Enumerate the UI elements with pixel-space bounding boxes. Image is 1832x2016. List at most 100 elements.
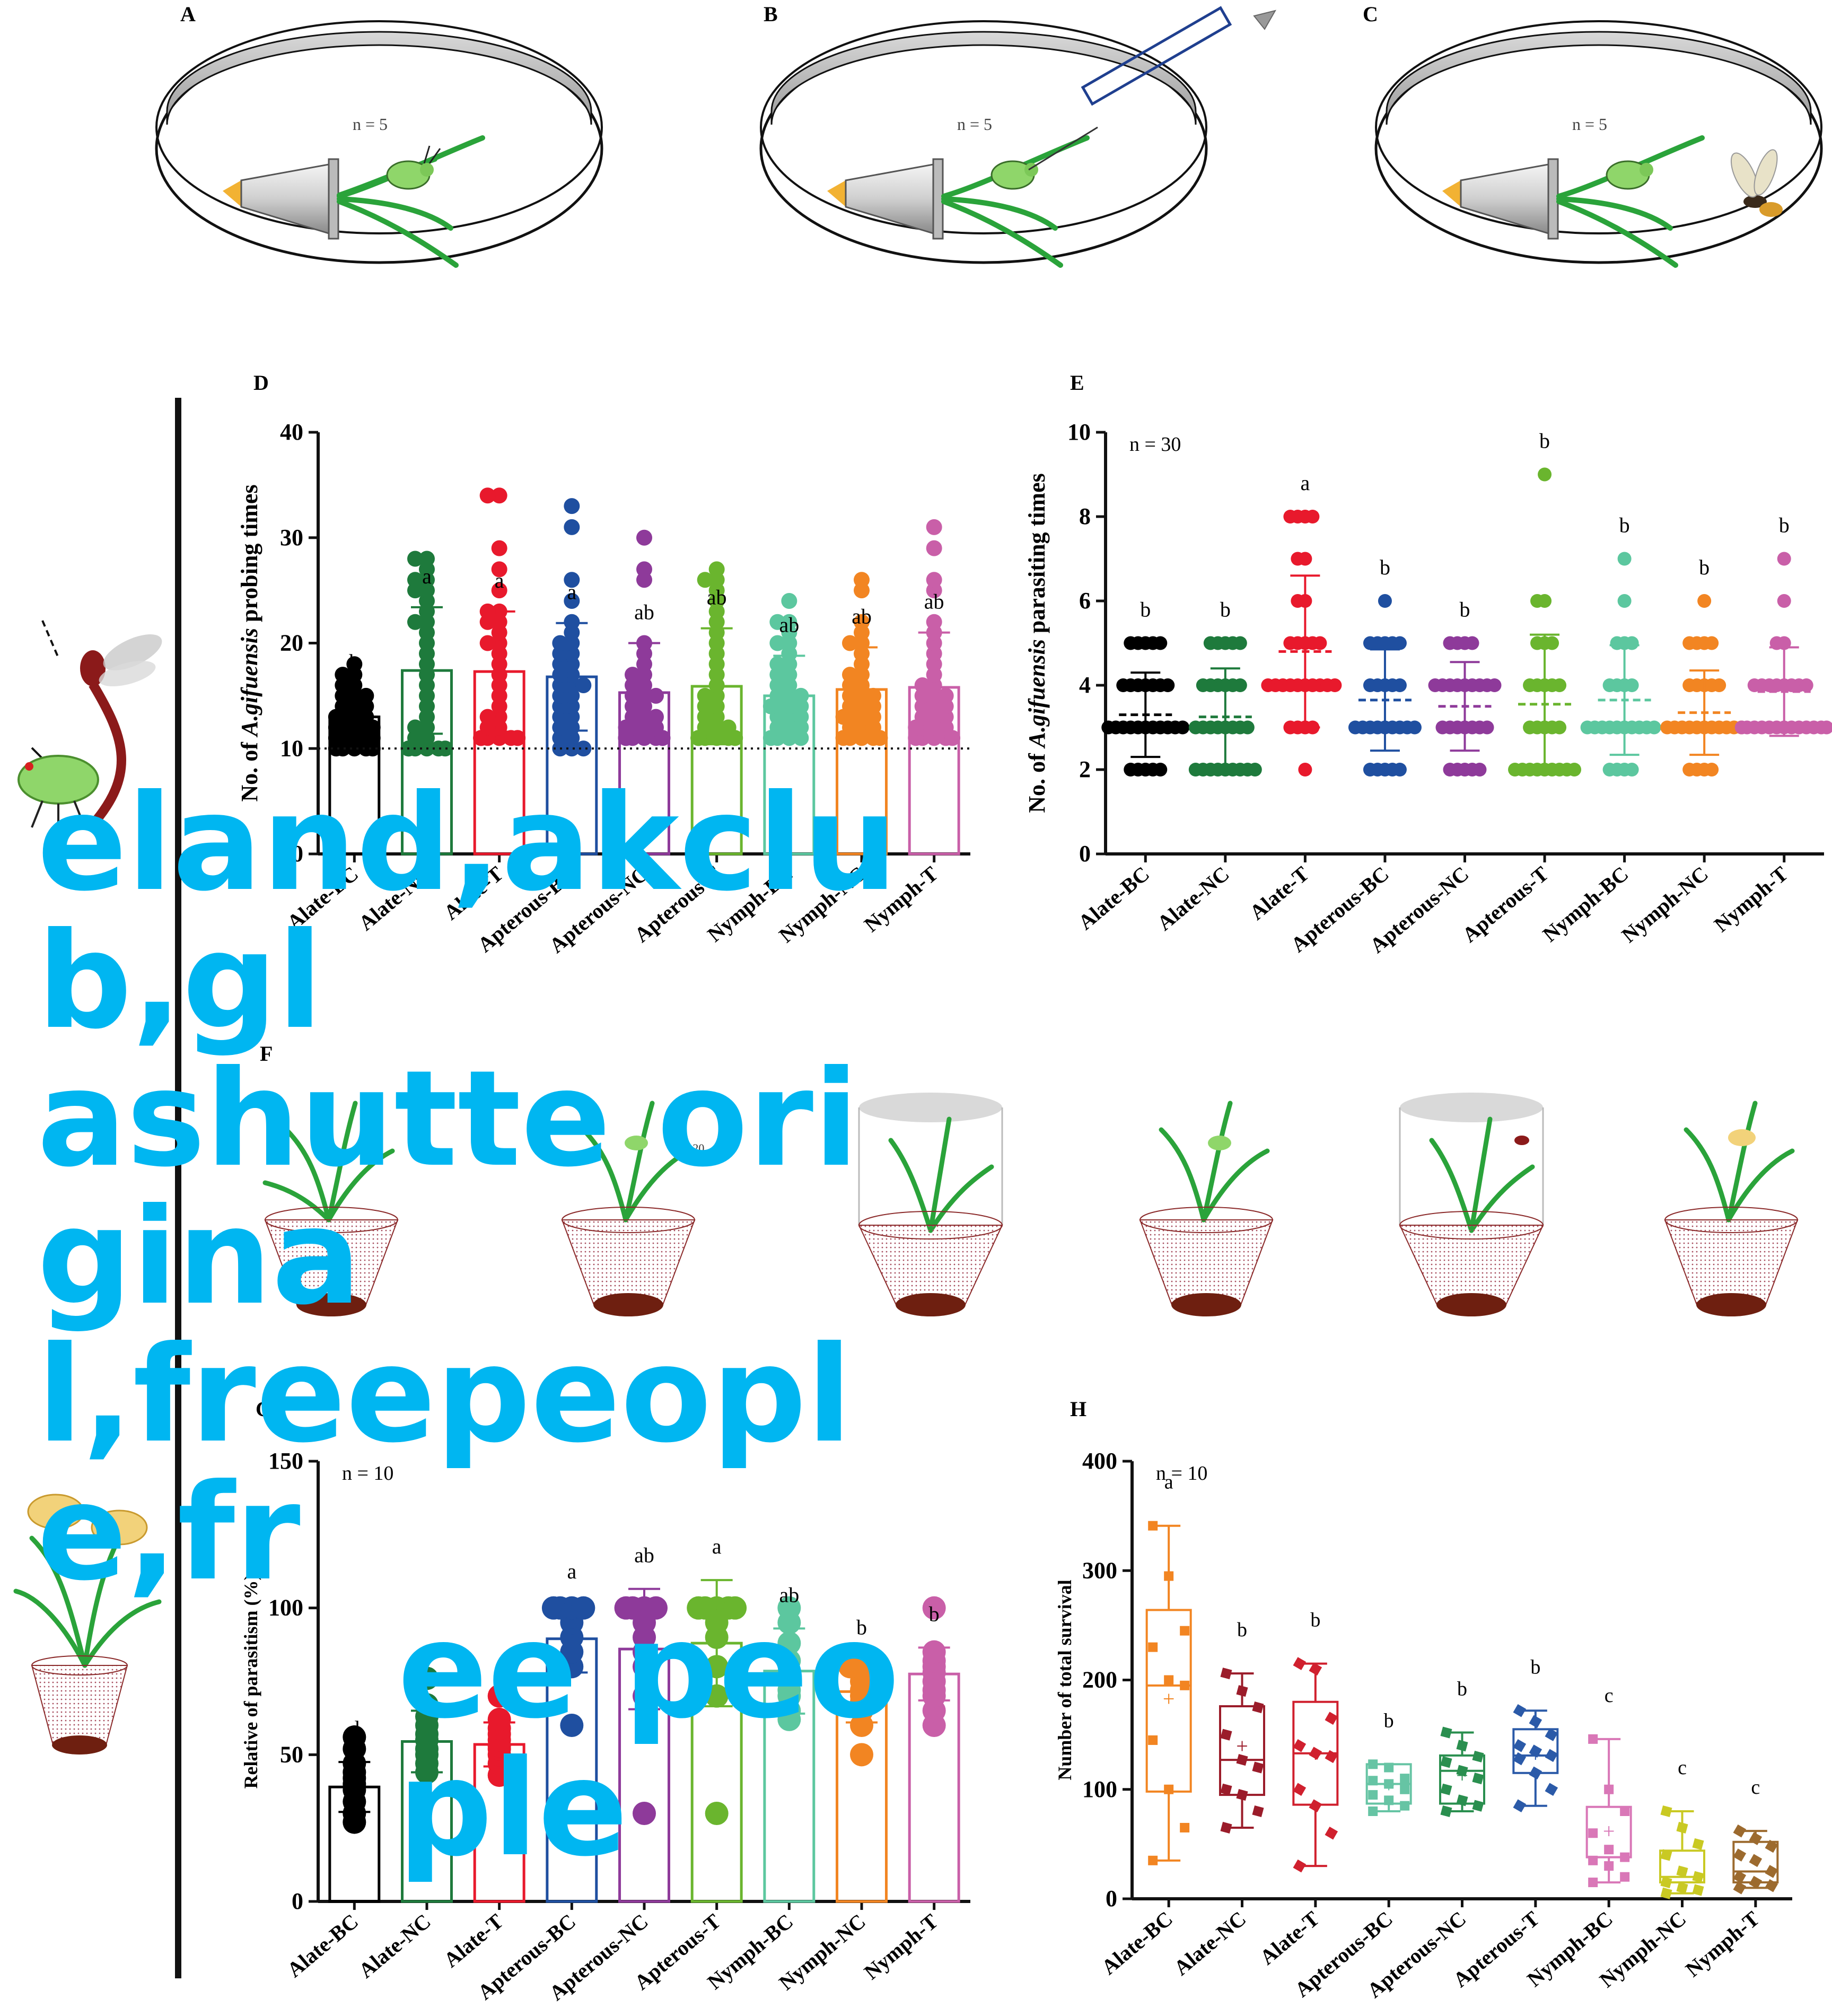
data-point <box>636 529 652 546</box>
data-point <box>1777 552 1791 566</box>
y-tick-label: 50 <box>280 1741 303 1767</box>
pot-3-caged <box>858 1093 1003 1316</box>
sample-size-note: n = 10 <box>342 1462 393 1485</box>
data-point <box>922 1640 946 1664</box>
data-point <box>1588 1734 1598 1744</box>
data-point <box>1440 1726 1452 1739</box>
dish-c-n-label: n = 5 <box>1572 115 1607 134</box>
data-point <box>926 614 942 630</box>
data-point <box>781 593 797 609</box>
y-axis-label-part: A.gifuensis <box>236 628 262 738</box>
petri-dish-a: n = 5 <box>155 20 603 268</box>
data-point <box>1529 1715 1542 1729</box>
data-point <box>1508 763 1522 776</box>
significance-letter: b <box>349 650 360 674</box>
significance-letter: a <box>1164 1471 1173 1494</box>
data-point <box>697 572 713 588</box>
data-point <box>769 635 786 651</box>
data-point <box>1261 678 1275 692</box>
data-point <box>415 1693 439 1717</box>
data-point <box>1660 1805 1672 1818</box>
data-point <box>1392 636 1407 650</box>
data-point <box>1660 1849 1672 1861</box>
significance-letter: ab <box>634 600 654 624</box>
data-point <box>633 1802 656 1825</box>
significance-letter: a <box>567 580 576 604</box>
x-tick-label: Alate-BC <box>1097 1906 1177 1979</box>
data-point <box>1604 1845 1614 1855</box>
data-point <box>346 656 363 673</box>
data-point <box>1236 1789 1248 1801</box>
data-point <box>437 740 453 757</box>
data-point <box>1368 1776 1378 1786</box>
data-point <box>1400 1774 1410 1784</box>
data-point <box>1392 678 1407 692</box>
significance-letter: d <box>349 1716 360 1740</box>
data-point <box>1368 1759 1378 1769</box>
data-point <box>842 635 858 651</box>
y-axis-label-part: No. of <box>236 736 262 801</box>
grass-icon <box>1556 135 1705 268</box>
data-point <box>1819 720 1832 735</box>
data-point <box>1148 1735 1158 1745</box>
data-point <box>1617 594 1632 608</box>
data-point <box>687 1596 711 1620</box>
x-tick-label: Alate-NC <box>1169 1906 1250 1980</box>
y-axis-label-part: A.gifuensis <box>1024 639 1050 749</box>
data-point <box>1236 1685 1248 1697</box>
y-tick-label: 150 <box>268 1448 303 1474</box>
petri-dish-c: n = 5 <box>1374 20 1823 268</box>
aphid-plant-illustration <box>13 1494 162 1755</box>
data-point <box>926 572 942 588</box>
x-tick-label: Nymph-T <box>1681 1906 1764 1982</box>
data-point <box>781 614 797 630</box>
data-point <box>697 687 713 704</box>
data-point <box>777 1596 801 1620</box>
pot-4 <box>1139 1101 1274 1316</box>
data-point <box>922 1596 946 1620</box>
y-tick-label: 4 <box>1079 672 1091 698</box>
data-point <box>1660 720 1675 735</box>
data-point <box>1309 1662 1322 1676</box>
data-point <box>1604 1861 1614 1871</box>
tube-icon <box>223 158 339 240</box>
data-point <box>769 656 786 673</box>
data-point <box>1733 1824 1747 1838</box>
data-point <box>1676 1821 1688 1834</box>
y-axis-label: No. of A.gifuensis probing times <box>236 484 262 801</box>
data-point <box>1325 1826 1338 1840</box>
data-point <box>705 1802 729 1825</box>
significance-letter: c <box>495 1677 504 1700</box>
data-point <box>572 1596 595 1620</box>
data-point <box>1180 1626 1190 1636</box>
data-point <box>648 709 664 725</box>
wasp-aphid-illustration <box>17 620 162 831</box>
significance-letter: a <box>567 1559 576 1583</box>
panel-label-b: B <box>764 2 778 26</box>
wasp-icon <box>1730 149 1783 217</box>
data-point <box>1196 678 1210 692</box>
needle-icon <box>1028 6 1277 171</box>
data-point <box>1472 1750 1484 1762</box>
sample-size-note: n = 10 <box>1156 1462 1207 1485</box>
data-point <box>564 498 580 514</box>
y-tick-label: 0 <box>292 1888 303 1914</box>
data-point <box>479 635 496 651</box>
x-tick-label: Nymph-T <box>1710 861 1793 937</box>
data-point <box>1363 636 1377 650</box>
significance-letter: c <box>1605 1685 1614 1707</box>
significance-letter: b <box>1457 1678 1467 1700</box>
data-point <box>1368 1806 1378 1816</box>
data-point <box>1733 1848 1747 1862</box>
significance-letter: b <box>929 1602 940 1626</box>
watermark-line: ashutte origina <box>37 1042 859 1334</box>
y-axis-label-part: parasiting times <box>1024 473 1050 639</box>
data-point <box>1180 1680 1190 1690</box>
dish-b-n-label: n = 5 <box>957 115 992 134</box>
data-point <box>1164 1571 1174 1581</box>
aphid-icon <box>1606 160 1653 190</box>
data-point <box>1682 636 1697 650</box>
significance-letter: b <box>1530 1656 1540 1678</box>
aphid-icon <box>386 145 441 190</box>
